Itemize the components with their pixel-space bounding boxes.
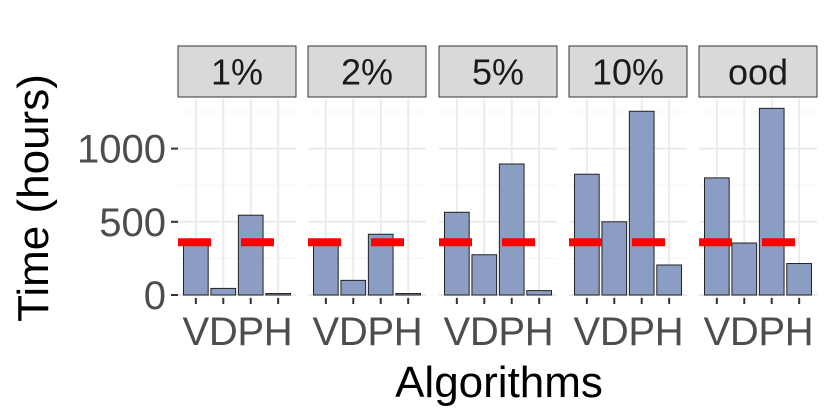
bar: [731, 242, 758, 296]
x-tick-label: D: [339, 310, 368, 354]
facet-strip: [177, 45, 297, 98]
x-tick-label: P: [498, 310, 525, 354]
x-tick-label: V: [443, 310, 470, 354]
facet-panel: V D P H 2%: [307, 45, 427, 354]
bar: [340, 279, 367, 296]
bar: [312, 241, 339, 296]
x-tick-label: H: [264, 310, 293, 354]
facet-strip: [438, 45, 558, 98]
facet-strip-label: 2%: [341, 52, 393, 93]
facet-strip-label: 10%: [592, 52, 664, 93]
bar: [395, 293, 422, 296]
x-tick-label: P: [237, 310, 264, 354]
facet-panel: V D P H 1%: [177, 45, 297, 354]
bar: [573, 173, 600, 296]
facet-panel: V D P H 5%: [438, 45, 558, 354]
x-tick-label: H: [785, 310, 814, 354]
x-tick-label: P: [628, 310, 655, 354]
bar: [210, 287, 237, 296]
facet-strip-label: ood: [728, 52, 788, 93]
bar: [656, 264, 683, 296]
y-tick-label: 500: [99, 201, 166, 245]
x-tick-label: H: [655, 310, 684, 354]
x-tick-label: D: [470, 310, 499, 354]
x-tick-label: H: [525, 310, 554, 354]
bar: [237, 214, 264, 296]
y-axis: 0 500 1000: [77, 128, 178, 318]
facet-strip: [698, 45, 818, 98]
x-tick-label: V: [182, 310, 209, 354]
x-axis-title: Algorithms: [395, 358, 603, 407]
x-tick-label: D: [730, 310, 759, 354]
x-tick-label: P: [758, 310, 785, 354]
x-tick-label: H: [394, 310, 423, 354]
facet-strip: [568, 45, 688, 98]
bar: [601, 221, 628, 296]
x-tick-label: V: [573, 310, 600, 354]
bar: [758, 107, 785, 296]
bar: [265, 293, 292, 296]
bar: [786, 263, 813, 296]
bar: [182, 241, 209, 296]
x-tick-label: V: [703, 310, 730, 354]
y-axis-title: Time (hours): [9, 74, 58, 322]
x-tick-label: V: [312, 310, 339, 354]
facet-panel: V D P H 10%: [568, 45, 688, 354]
bar: [628, 110, 655, 296]
bar: [498, 163, 525, 296]
x-tick-label: D: [209, 310, 238, 354]
bar: [471, 254, 498, 296]
y-tick-label: 0: [144, 274, 166, 318]
facet-strip: [307, 45, 427, 98]
facet-strip-label: 5%: [472, 52, 524, 93]
y-tick-label: 1000: [77, 128, 166, 172]
bar: [703, 177, 730, 296]
x-tick-label: P: [367, 310, 394, 354]
x-tick-label: D: [600, 310, 629, 354]
facet-strip-label: 1%: [211, 52, 263, 93]
bar: [443, 211, 470, 296]
bar: [526, 290, 553, 296]
